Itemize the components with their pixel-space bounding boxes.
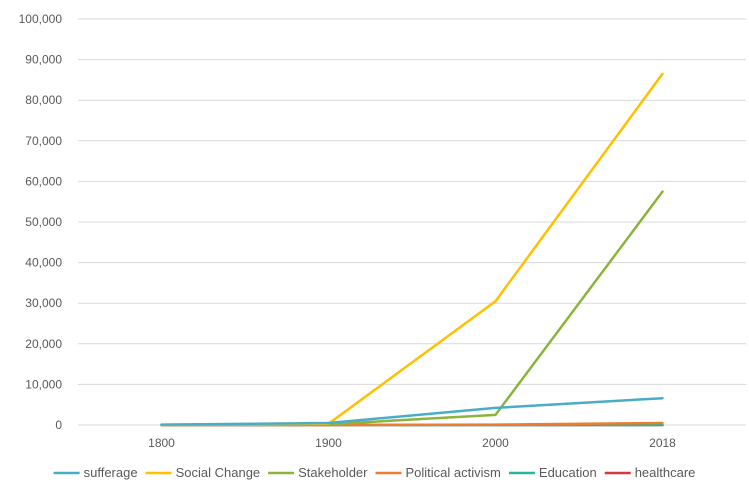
y-tick-label: 40,000 <box>25 256 62 270</box>
y-tick-label: 0 <box>55 418 62 432</box>
x-axis: 1800 1900 2000 2018 <box>78 424 746 450</box>
y-tick-label: 100,000 <box>19 12 63 26</box>
series-line-social-change <box>160 72 664 427</box>
legend-label: Stakeholder <box>298 465 368 480</box>
y-tick-label: 90,000 <box>25 53 62 67</box>
x-tick-label: 2000 <box>482 436 509 450</box>
y-tick-label: 80,000 <box>25 93 62 107</box>
legend-item: Social Change <box>145 465 261 480</box>
x-tick-label: 1800 <box>148 436 175 450</box>
legend: sufferage Social Change Stakeholder Politic… <box>53 465 696 480</box>
y-tick-label: 20,000 <box>25 337 62 351</box>
gridlines <box>78 18 746 385</box>
y-tick-label: 60,000 <box>25 174 62 188</box>
legend-item: Education <box>508 465 597 480</box>
legend-item: healthcare <box>604 465 696 480</box>
series-line-sufferage <box>160 396 664 426</box>
legend-label: Political activism <box>406 465 501 480</box>
y-tick-label: 70,000 <box>25 134 62 148</box>
legend-item: Political activism <box>375 465 501 480</box>
legend-item: sufferage <box>53 465 138 480</box>
y-axis: 0 10,000 20,000 30,000 40,000 50,000 60,000 70,… <box>19 12 63 432</box>
legend-label: Education <box>539 465 597 480</box>
y-tick-label: 30,000 <box>25 296 62 310</box>
y-tick-label: 50,000 <box>25 215 62 229</box>
series-lines <box>160 72 664 427</box>
y-tick-label: 10,000 <box>25 377 62 391</box>
legend-label: Social Change <box>176 465 261 480</box>
x-tick-label: 1900 <box>315 436 342 450</box>
legend-label: healthcare <box>635 465 696 480</box>
x-tick-label: 2018 <box>649 436 676 450</box>
legend-label: sufferage <box>84 465 138 480</box>
legend-item: Stakeholder <box>268 465 368 480</box>
series-line-stakeholder <box>160 190 664 427</box>
